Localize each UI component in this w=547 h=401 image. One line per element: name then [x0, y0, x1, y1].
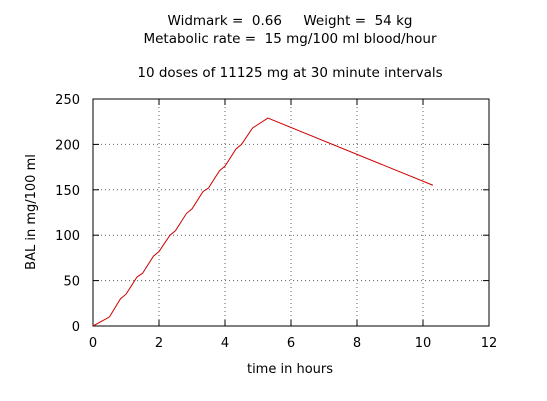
chart-title-line-1: Widmark = 0.66 Weight = 54 kg [168, 13, 413, 29]
y-tick-label: 0 [72, 320, 80, 335]
x-tick-label: 2 [155, 336, 163, 351]
x-axis-label: time in hours [247, 362, 333, 377]
axis-ticks: 0 2 4 6 8 10 12 0 50 100 150 200 250 [55, 93, 497, 351]
bal-series-line [92, 117, 434, 327]
y-tick-label: 250 [55, 93, 80, 108]
x-tick-label: 4 [221, 336, 229, 351]
chart-title-line-3: 10 doses of 11125 mg at 30 minute interv… [137, 65, 442, 81]
x-tick-label: 8 [353, 336, 361, 351]
x-tick-label: 0 [89, 336, 97, 351]
y-tick-label: 200 [55, 138, 80, 153]
y-tick-label: 50 [63, 275, 80, 290]
chart-title-line-2: Metabolic rate = 15 mg/100 ml blood/hour [143, 31, 436, 47]
y-tick-label: 100 [55, 229, 80, 244]
y-tick-label: 150 [55, 184, 80, 199]
x-tick-label: 10 [415, 336, 432, 351]
grid-lines [93, 99, 489, 326]
x-tick-label: 12 [481, 336, 498, 351]
y-axis-label: BAL in mg/100 ml [24, 154, 39, 270]
x-tick-label: 6 [287, 336, 295, 351]
series-layer [92, 117, 434, 327]
